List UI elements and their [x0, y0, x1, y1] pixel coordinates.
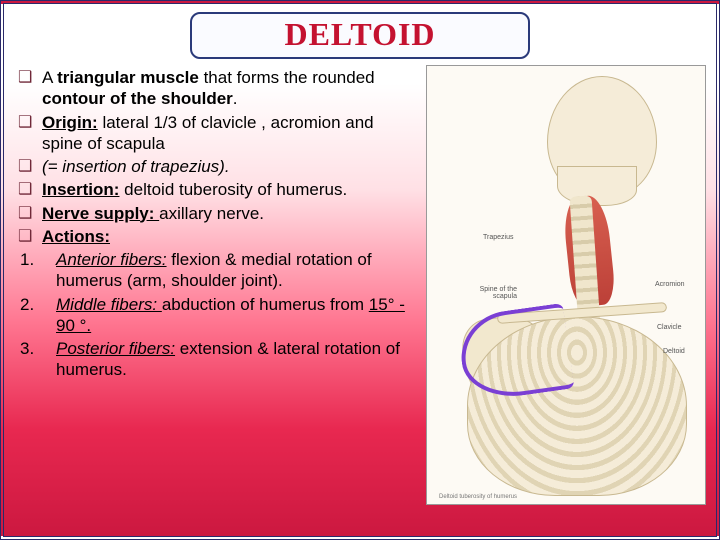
action-number: 3. — [20, 338, 34, 359]
action-item: 1.Anterior fibers: flexion & medial rota… — [18, 249, 418, 292]
bullet-list: A triangular muscle that forms the round… — [14, 67, 418, 247]
label-trapezius: Trapezius — [483, 234, 513, 241]
bullet-item: Nerve supply: axillary nerve. — [18, 203, 418, 224]
content-row: A triangular muscle that forms the round… — [14, 65, 706, 505]
bullet-item: A triangular muscle that forms the round… — [18, 67, 418, 110]
label-spine-scapula: Spine of the scapula — [467, 286, 517, 300]
bullet-item: (= insertion of trapezius). — [18, 156, 418, 177]
slide-title: DELTOID — [192, 16, 528, 53]
action-number: 1. — [20, 249, 34, 270]
action-item: 2.Middle fibers: abduction of humerus fr… — [18, 294, 418, 337]
label-acromion: Acromion — [655, 281, 685, 288]
slide-container: DELTOID A triangular muscle that forms t… — [0, 0, 720, 540]
text-column: A triangular muscle that forms the round… — [14, 65, 418, 505]
bullet-item: Insertion: deltoid tuberosity of humerus… — [18, 179, 418, 200]
title-box: DELTOID — [190, 12, 530, 59]
bullet-item: Origin: lateral 1/3 of clavicle , acromi… — [18, 112, 418, 155]
action-item: 3.Posterior fibers: extension & lateral … — [18, 338, 418, 381]
label-caption: Deltoid tuberosity of humerus — [439, 494, 517, 500]
actions-list: 1.Anterior fibers: flexion & medial rota… — [14, 249, 418, 381]
action-number: 2. — [20, 294, 34, 315]
label-clavicle: Clavicle — [657, 324, 682, 331]
label-deltoid: Deltoid — [663, 348, 685, 355]
anatomy-illustration: Trapezius Spine of the scapula Acromion … — [426, 65, 706, 505]
bullet-item: Actions: — [18, 226, 418, 247]
